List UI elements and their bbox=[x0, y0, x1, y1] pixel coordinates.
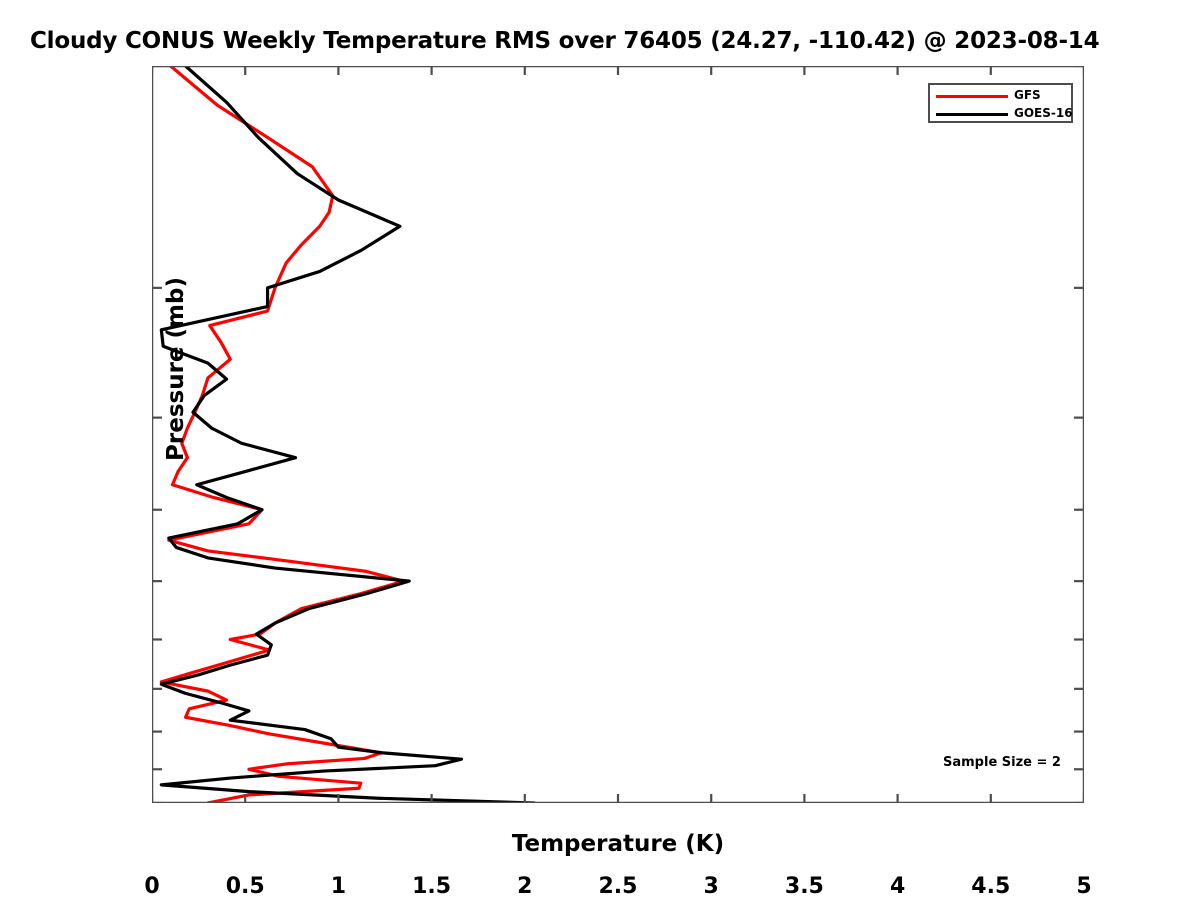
axis-ticks bbox=[152, 66, 1084, 803]
sample-size-annotation: Sample Size = 2 bbox=[943, 755, 1061, 770]
chart-title: Cloudy CONUS Weekly Temperature RMS over… bbox=[30, 28, 1100, 54]
x-tick-label: 2 bbox=[517, 874, 533, 899]
x-tick-label: 3 bbox=[703, 874, 719, 899]
x-tick-label: 4 bbox=[889, 874, 906, 899]
legend-label-goes16: GOES-16 bbox=[1014, 106, 1073, 120]
x-tick-label: 1.5 bbox=[412, 874, 452, 899]
y-axis-label: Pressure (mb) bbox=[163, 277, 189, 461]
x-tick-label: 2.5 bbox=[598, 874, 638, 899]
plot-area: Pressure (mb) Temperature (K) 1022003004… bbox=[144, 66, 1092, 899]
legend-swatch-gfs bbox=[936, 95, 1008, 98]
series-lines bbox=[159, 66, 536, 803]
x-tick-label: 0 bbox=[144, 874, 160, 899]
plot-border bbox=[152, 66, 1084, 803]
series-line-goes-16 bbox=[159, 66, 536, 803]
x-tick-label: 5 bbox=[1076, 874, 1092, 899]
legend-label-gfs: GFS bbox=[1014, 88, 1041, 102]
x-axis-label: Temperature (K) bbox=[511, 831, 725, 857]
plot-svg bbox=[152, 66, 1084, 803]
x-tick-label: 4.5 bbox=[971, 874, 1011, 899]
legend-swatch-goes16 bbox=[936, 113, 1008, 116]
x-tick-label: 0.5 bbox=[225, 874, 265, 899]
series-line-gfs bbox=[159, 66, 406, 803]
legend-item-gfs: GFS bbox=[930, 87, 1071, 105]
x-tick-label: 1 bbox=[330, 874, 347, 899]
legend: GFS GOES-16 bbox=[928, 83, 1073, 123]
x-tick-label: 3.5 bbox=[784, 874, 824, 899]
legend-item-goes16: GOES-16 bbox=[930, 105, 1073, 123]
